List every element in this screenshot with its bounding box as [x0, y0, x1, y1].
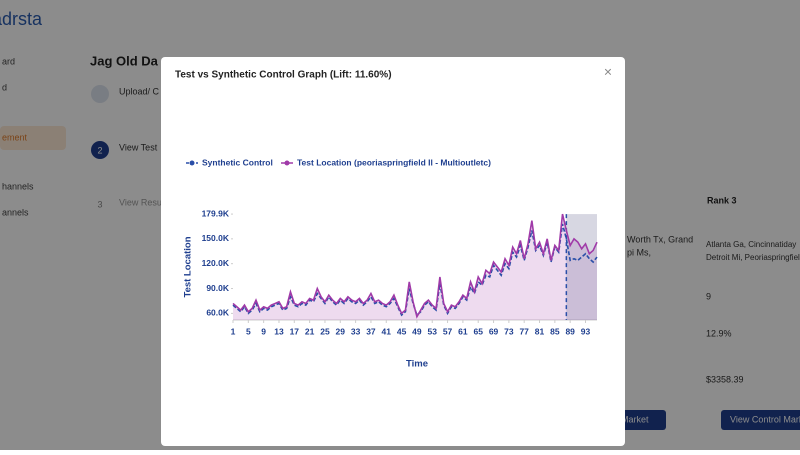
x-tick-label: 73: [504, 326, 514, 336]
x-tick-label: 17: [290, 326, 300, 336]
x-tick-label: 37: [366, 326, 376, 336]
x-axis-label: Time: [406, 359, 428, 370]
step: View Resu: [119, 197, 162, 207]
x-tick-label: 81: [535, 326, 545, 336]
x-tick-label: 9: [261, 326, 266, 336]
x-tick-label: 5: [246, 326, 251, 336]
legend-label: Synthetic Control: [202, 157, 273, 167]
series-line: [232, 223, 598, 317]
step: Upload/ C: [119, 86, 160, 96]
x-tick-label: 77: [519, 326, 529, 336]
nav-item[interactable]: annels: [2, 207, 29, 217]
button-label[interactable]: al Market: [611, 414, 649, 424]
y-tick-label: 90.0K: [206, 283, 230, 293]
y-axis-label: Test Location: [183, 236, 194, 297]
modal: [161, 57, 625, 446]
step: View Test: [119, 142, 158, 152]
cell: Atlanta Ga, Cincinnatiday: [706, 240, 796, 249]
x-tick-label: 13: [274, 326, 284, 336]
area: [233, 214, 597, 320]
cell: $3358.39: [706, 374, 744, 384]
x-tick-label: 57: [443, 326, 453, 336]
cell: Detroit Mi, Peoriaspringfield: [706, 253, 800, 262]
button-label[interactable]: View Control Mark: [730, 414, 800, 424]
modal-title: Test vs Synthetic Control Graph (Lift: 1…: [175, 70, 392, 81]
x-tick-label: 69: [489, 326, 499, 336]
nav-item[interactable]: ard: [2, 56, 15, 66]
step-number: 3: [97, 199, 102, 209]
y-tick-label: 120.0K: [202, 258, 230, 268]
x-tick-label: 21: [305, 326, 315, 336]
x-tick-label: 93: [581, 326, 591, 336]
legend-label: Test Location (peoriaspringfield Il - Mu…: [297, 157, 491, 167]
nav-item[interactable]: d: [2, 82, 7, 92]
step-number: 2: [97, 145, 102, 155]
nav-active: [0, 126, 66, 150]
cell: 12.9%: [706, 328, 732, 338]
button[interactable]: [721, 410, 800, 430]
y-tick-label: 179.9K: [202, 208, 230, 218]
x-tick-label: 89: [565, 326, 575, 336]
series-line: [232, 213, 598, 319]
x-tick-label: 25: [320, 326, 330, 336]
step-current: [91, 141, 109, 159]
legend-marker: [284, 160, 290, 166]
chart: 60.0K 90.0K 120.0K 150.0K 179.9K 1 5 9 13 17 21 25 2…: [183, 157, 598, 370]
x-tick-label: 53: [428, 326, 438, 336]
x-tick-label: 29: [336, 326, 346, 336]
nav-item[interactable]: hannels: [2, 181, 34, 191]
x-tick-label: 65: [473, 326, 483, 336]
nav-item[interactable]: ement: [2, 132, 28, 142]
x-tick-label: 85: [550, 326, 560, 336]
post-period: [566, 214, 597, 320]
logo: adrsta: [0, 9, 43, 29]
y-tick-label: 60.0K: [206, 308, 230, 318]
legend-marker: [189, 160, 195, 166]
rank-header: Rank 3: [707, 195, 737, 205]
heading: Jag Old Da: [90, 53, 159, 68]
cell: pi Ms,: [627, 247, 651, 257]
x-tick-label: 41: [382, 326, 392, 336]
close-button[interactable]: ×: [604, 64, 612, 80]
x-tick-label: 45: [397, 326, 407, 336]
y-tick-label: 150.0K: [202, 233, 230, 243]
x-tick-label: 1: [231, 326, 236, 336]
x-tick-label: 61: [458, 326, 468, 336]
step-done: [91, 85, 109, 103]
cell: Worth Tx, Grand: [627, 234, 693, 244]
cell: 9: [706, 291, 711, 301]
x-tick-label: 33: [351, 326, 361, 336]
x-tick-label: 49: [412, 326, 422, 336]
